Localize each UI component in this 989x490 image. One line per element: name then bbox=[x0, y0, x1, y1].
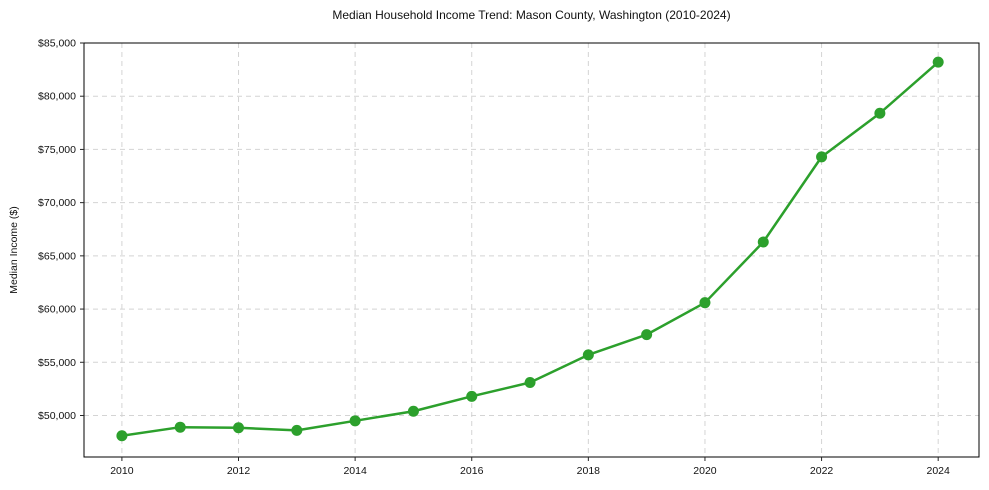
data-point-marker bbox=[641, 329, 653, 341]
data-point-marker bbox=[407, 405, 419, 417]
x-tick-label: 2014 bbox=[343, 465, 367, 477]
data-point-marker bbox=[116, 430, 128, 442]
x-tick-label: 2010 bbox=[110, 465, 134, 477]
y-tick-label: $60,000 bbox=[38, 304, 76, 316]
y-tick-label: $75,000 bbox=[38, 144, 76, 156]
y-tick-label: $65,000 bbox=[38, 250, 76, 262]
data-point-marker bbox=[582, 349, 594, 361]
y-tick-label: $85,000 bbox=[38, 38, 76, 50]
data-point-marker bbox=[291, 424, 303, 436]
data-point-marker bbox=[699, 297, 711, 309]
x-tick-label: 2018 bbox=[577, 465, 601, 477]
y-tick-label: $70,000 bbox=[38, 197, 76, 209]
data-point-marker bbox=[524, 377, 536, 389]
data-point-marker bbox=[174, 421, 186, 433]
data-point-marker bbox=[874, 107, 886, 119]
x-tick-label: 2020 bbox=[693, 465, 717, 477]
plot-background bbox=[84, 43, 979, 457]
data-point-marker bbox=[466, 390, 478, 402]
data-point-marker bbox=[932, 56, 944, 68]
data-point-marker bbox=[349, 415, 361, 427]
y-tick-label: $55,000 bbox=[38, 357, 76, 369]
x-tick-label: 2012 bbox=[227, 465, 251, 477]
y-tick-label: $80,000 bbox=[38, 91, 76, 103]
data-point-marker bbox=[233, 422, 245, 434]
data-point-marker bbox=[816, 151, 828, 163]
axes-box bbox=[83, 42, 980, 458]
chart-title: Median Household Income Trend: Mason Cou… bbox=[332, 8, 731, 22]
data-point-marker bbox=[757, 236, 769, 248]
y-tick-label: $50,000 bbox=[38, 410, 76, 422]
x-tick-label: 2022 bbox=[810, 465, 834, 477]
x-tick-label: 2016 bbox=[460, 465, 484, 477]
x-tick-label: 2024 bbox=[927, 465, 951, 477]
